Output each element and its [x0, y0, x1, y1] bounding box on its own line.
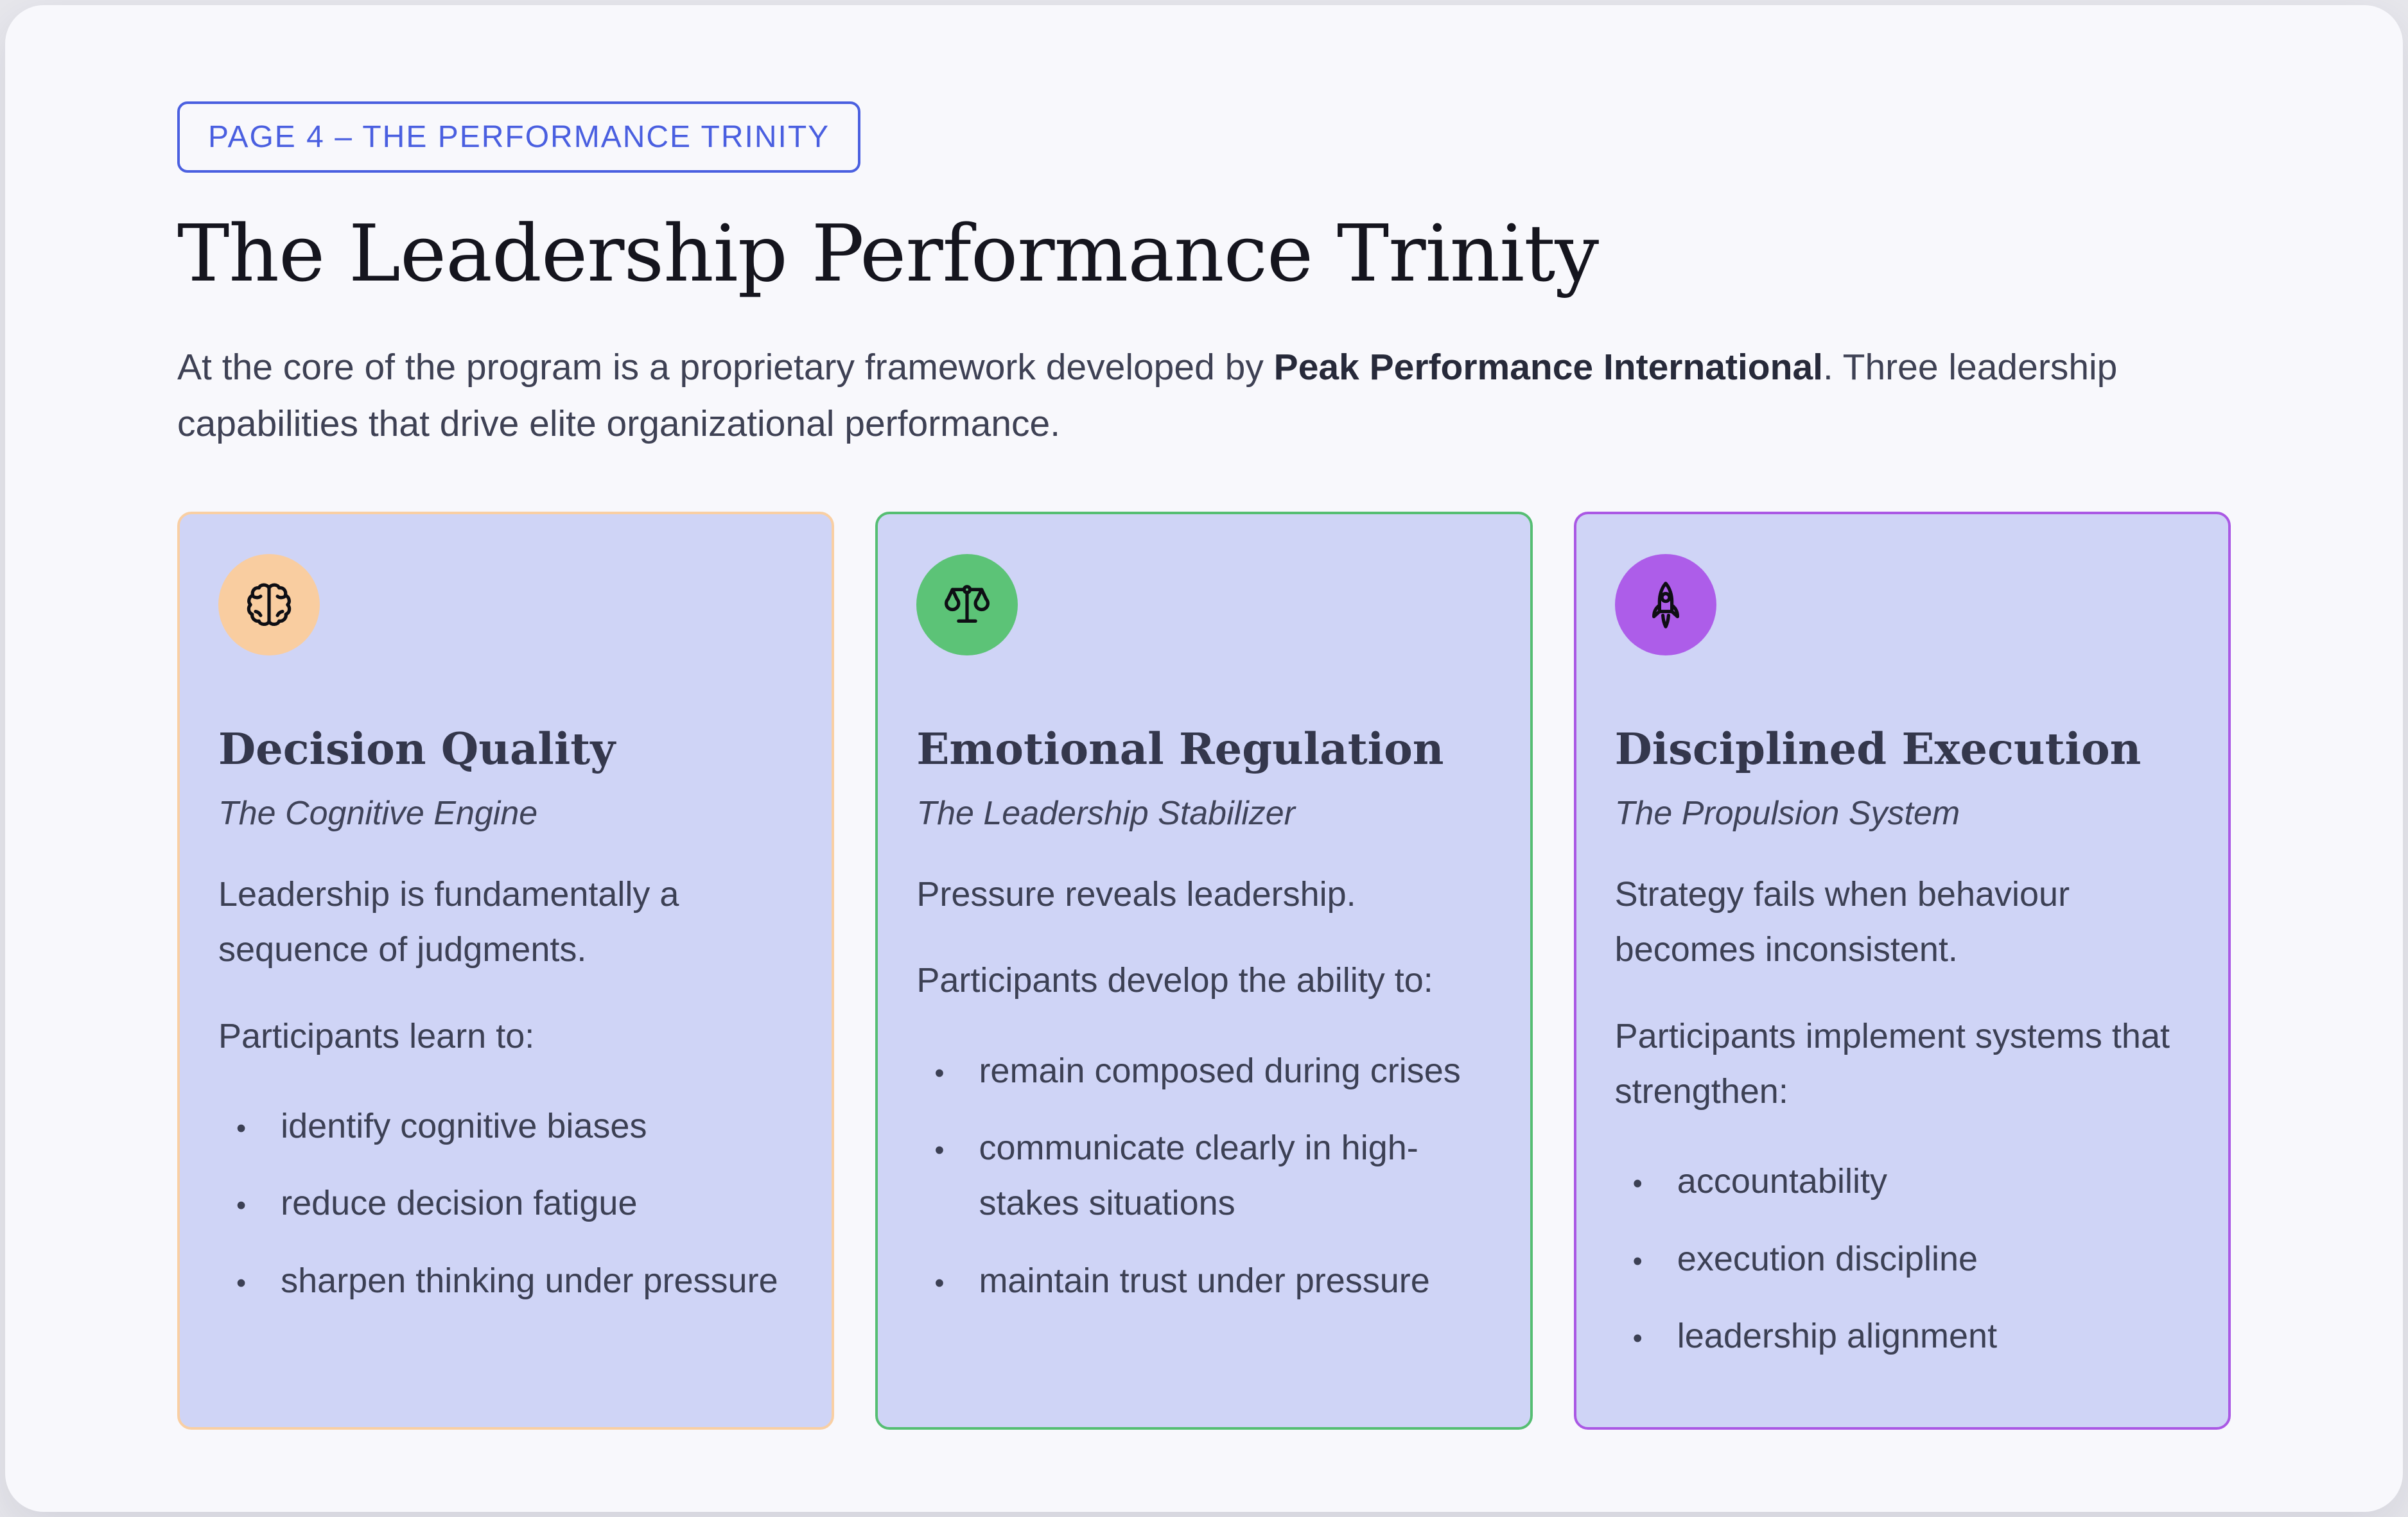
intro-text-start: At the core of the program is a propriet… [177, 346, 1274, 388]
card-body: Strategy fails when behaviour becomes in… [1615, 867, 2190, 1364]
bullet-text: communicate clearly in high-stakes situa… [979, 1129, 1418, 1223]
bullet-text: leadership alignment [1677, 1317, 1998, 1356]
bullet-text: accountability [1677, 1162, 1887, 1201]
card-body: Pressure reveals leadership. Participant… [916, 867, 1491, 1308]
bullet-text: reduce decision fatigue [281, 1184, 638, 1223]
card-icon-circle [916, 553, 1018, 655]
card-title: Disciplined Execution [1614, 723, 2142, 774]
bullet-item: • sharpen thinking under pressure [218, 1253, 793, 1308]
card-title: Decision Quality [218, 723, 616, 774]
card-paragraph: Leadership is fundamentally a sequence o… [218, 874, 679, 969]
framework-cards: Decision Quality The Cognitive Engine Le… [177, 511, 2231, 1430]
card-paragraph: Strategy fails when behaviour becomes in… [1614, 874, 2070, 969]
card-bullet-list: • accountability • execution discipline • l… [1615, 1154, 2190, 1364]
intro-paragraph: At the core of the program is a propriet… [177, 339, 2149, 453]
card-emotional-regulation: Emotional Regulation The Leadership Stab… [875, 511, 1533, 1430]
bullet-item: • communicate clearly in high-stakes situ… [916, 1120, 1491, 1231]
rocket-icon [1652, 581, 1679, 628]
card-bullet-list: • remain composed during crises • communic… [916, 1043, 1491, 1309]
bullet-item: • accountability [1615, 1154, 2190, 1209]
card-body: Leadership is fundamentally a sequence o… [218, 867, 793, 1308]
card-paragraph: Participants develop the ability to: [916, 961, 1433, 1000]
intro-text-bold: Peak Performance International [1273, 346, 1823, 388]
bullet-item: • remain composed during crises [916, 1043, 1491, 1098]
card-disciplined-execution: Disciplined Execution The Propulsion Sys… [1573, 511, 2231, 1430]
bullet-dot: • [1632, 1245, 1643, 1277]
card-paragraph: Pressure reveals leadership. [916, 874, 1356, 914]
bullet-item: • maintain trust under pressure [916, 1253, 1491, 1308]
page-badge: PAGE 4 – THE PERFORMANCE TRINITY [177, 101, 861, 173]
card-paragraph: Participants implement systems that stre… [1614, 1016, 2170, 1111]
page-title: The Leadership Performance Trinity [177, 208, 1599, 299]
bullet-dot: • [236, 1190, 247, 1222]
brain-icon [247, 583, 292, 626]
card-icon-circle [1614, 553, 1716, 655]
card-icon-circle [218, 553, 320, 655]
card-bullet-list: • identify cognitive biases • reduce decis… [218, 1098, 793, 1308]
bullet-text: remain composed during crises [979, 1051, 1461, 1090]
card-subtitle: The Cognitive Engine [218, 795, 538, 833]
bullet-text: identify cognitive biases [281, 1107, 647, 1146]
bullet-item: • reduce decision fatigue [218, 1175, 793, 1231]
bullet-text: sharpen thinking under pressure [281, 1261, 778, 1300]
bullet-dot: • [934, 1267, 945, 1299]
bullet-item: • identify cognitive biases [218, 1098, 793, 1154]
bullet-dot: • [1632, 1323, 1643, 1355]
bullet-item: • execution discipline [1615, 1231, 2190, 1287]
bullet-text: execution discipline [1677, 1239, 1978, 1278]
card-paragraph: Participants learn to: [218, 1016, 535, 1055]
card-subtitle: The Propulsion System [1614, 795, 1960, 833]
bullet-dot: • [934, 1135, 945, 1166]
intro-text-end: . Three leadership capabilities that dri… [177, 346, 2118, 445]
bullet-dot: • [236, 1113, 247, 1145]
bullet-dot: • [236, 1267, 247, 1299]
document-page: PAGE 4 – THE PERFORMANCE TRINITY The Lea… [5, 5, 2403, 1512]
card-subtitle: The Leadership Stabilizer [916, 795, 1295, 833]
bullet-dot: • [934, 1057, 945, 1089]
card-decision-quality: Decision Quality The Cognitive Engine Le… [177, 511, 835, 1430]
bullet-item: • leadership alignment [1615, 1308, 2190, 1364]
card-title: Emotional Regulation [916, 723, 1444, 774]
scale-icon [945, 584, 990, 623]
bullet-text: maintain trust under pressure [979, 1261, 1430, 1300]
bullet-dot: • [1632, 1168, 1643, 1200]
